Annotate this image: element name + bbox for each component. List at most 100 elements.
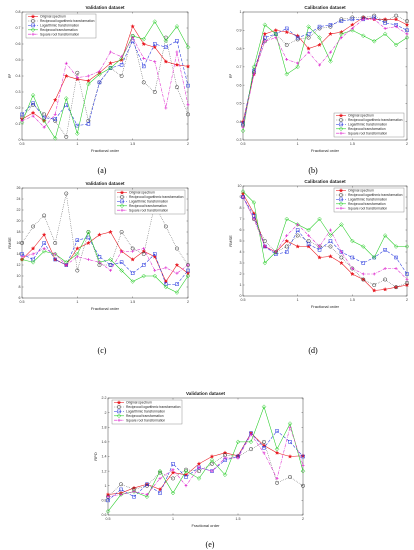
- chart-b-point: [405, 19, 409, 24]
- chart-b-point: [405, 28, 409, 33]
- chart-a-point: [119, 56, 124, 61]
- chart-a-point: [120, 55, 124, 59]
- chart-d-y-tick-label: 6: [240, 228, 242, 232]
- chart-a-point: [119, 74, 124, 78]
- chart-c-y-tick-label: 10: [17, 274, 21, 278]
- chart-d-point: [328, 254, 333, 259]
- chart-a-point: [30, 110, 36, 115]
- chart-e-x-tick-label: 1.5: [236, 517, 241, 521]
- chart-b-y-axis-label: R²: [228, 73, 233, 78]
- chart-b-point: [371, 38, 377, 44]
- chart-e-y-tick-label: 1: [105, 484, 107, 488]
- chart-b-point: [295, 33, 300, 38]
- chart-e-point: [287, 454, 293, 459]
- chart-a-series-line-5: [21, 37, 189, 128]
- chart-b-y-tick-label: 0.7: [237, 65, 242, 69]
- chart-e-point: [132, 490, 136, 494]
- chart-a-point: [153, 60, 157, 64]
- chart-b-point: [405, 32, 409, 36]
- chart-c-series-line-1: [21, 231, 189, 283]
- chart-c-point: [31, 252, 35, 256]
- chart-e-point: [105, 509, 111, 514]
- chart-a-legend-marker: [31, 19, 35, 23]
- chart-c-point: [42, 213, 47, 218]
- chart-a-legend-label: Logarithmic transformation: [40, 24, 79, 28]
- chart-c-point: [186, 268, 190, 273]
- chart-c-x-tick-label: 1: [76, 300, 78, 304]
- chart-a-y-tick-label: 0.4: [16, 74, 21, 78]
- chart-c-point: [153, 252, 157, 256]
- chart-e-point: [209, 457, 215, 463]
- chart-d-point: [263, 245, 267, 248]
- chart-d-point: [383, 267, 387, 270]
- chart-c-point: [109, 269, 113, 272]
- chart-c-legend-label: Original spectrum: [129, 191, 155, 195]
- chart-e-legend-label: Square root transformation: [126, 418, 165, 422]
- chart-d-point: [240, 189, 246, 194]
- chart-d-title: Calibration dataset: [304, 179, 346, 184]
- chart-a-point: [152, 44, 158, 50]
- chart-b-point: [339, 19, 344, 23]
- chart-d-y-tick-label: 2: [240, 272, 242, 276]
- chart-e-point: [235, 439, 241, 445]
- chart-b-y-tick-label: 1: [240, 10, 242, 14]
- chart-e-point: [132, 494, 136, 499]
- chart-c-point: [64, 191, 69, 196]
- chart-b-point: [383, 21, 387, 25]
- chart-b-point: [306, 32, 311, 36]
- chart-d-y-tick-label: 5: [240, 239, 242, 243]
- chart-c-y-tick-label: 12: [17, 263, 21, 267]
- chart-a-point: [108, 60, 113, 66]
- chart-a-point: [141, 41, 146, 46]
- chart-c-point: [130, 279, 135, 284]
- chart-e-title: Validation dataset: [186, 391, 226, 396]
- chart-c-legend-marker: [120, 199, 124, 204]
- chart-c-point: [119, 260, 124, 264]
- chart-a-point: [64, 134, 69, 139]
- chart-e-point: [196, 461, 202, 466]
- chart-b-series-line-2: [242, 15, 408, 126]
- chart-a-series-line-1: [21, 25, 189, 122]
- chart-c-x-tick-label: 1.5: [130, 300, 135, 304]
- chart-a-point: [141, 80, 146, 85]
- chart-d-point: [296, 223, 300, 226]
- chart-d-point: [350, 267, 354, 270]
- chart-b-point: [263, 39, 267, 43]
- chart-e-x-tick-label: 0.5: [106, 517, 111, 521]
- chart-a-legend-label: Original spectrum: [40, 15, 66, 19]
- chart-b-legend-label: Original spectrum: [348, 114, 374, 118]
- chart-d-point: [339, 250, 343, 254]
- chart-b-point: [382, 31, 388, 37]
- chart-a-y-axis-label: R²: [7, 73, 12, 78]
- chart-d-legend-label: Reciprocal transformation: [348, 202, 386, 206]
- chart-b-legend-marker: [338, 126, 344, 132]
- chart-a-point: [186, 112, 190, 117]
- chart-b-y-tick-label: 0.5: [237, 102, 242, 106]
- chart-d-legend-label: Reciprocal logarithmic transformation: [348, 193, 403, 197]
- chart-d-legend-marker: [339, 193, 343, 197]
- chart-c-legend-marker: [119, 190, 125, 195]
- chart-c-point: [164, 266, 168, 270]
- chart-d-point: [252, 217, 256, 221]
- chart-b-point: [328, 50, 332, 54]
- chart-e-point: [131, 489, 137, 494]
- chart-b-point: [328, 23, 333, 27]
- chart-d-point: [394, 285, 399, 290]
- chart-d: Calibration dataset 0.5 1 1.5 2 0 1 2 3 4 5 6 7 8 9 10 F…: [228, 179, 410, 309]
- chart-e-point: [119, 487, 123, 492]
- chart-a-point: [141, 36, 147, 42]
- chart-b-point: [318, 63, 322, 67]
- chart-b-point: [360, 33, 366, 39]
- chart-e-point: [158, 491, 162, 495]
- chart-d-point: [394, 267, 398, 270]
- chart-d-x-tick-label: 2: [406, 298, 408, 302]
- chart-d-point: [284, 238, 289, 243]
- chart-c-point: [108, 263, 113, 267]
- chart-c-point: [86, 258, 90, 261]
- chart-d-x-tick-label: 0.5: [241, 298, 246, 302]
- chart-e-point: [157, 468, 163, 474]
- chart-d-legend-label: Logarithmic transformation: [348, 198, 387, 202]
- chart-d-point: [383, 277, 388, 282]
